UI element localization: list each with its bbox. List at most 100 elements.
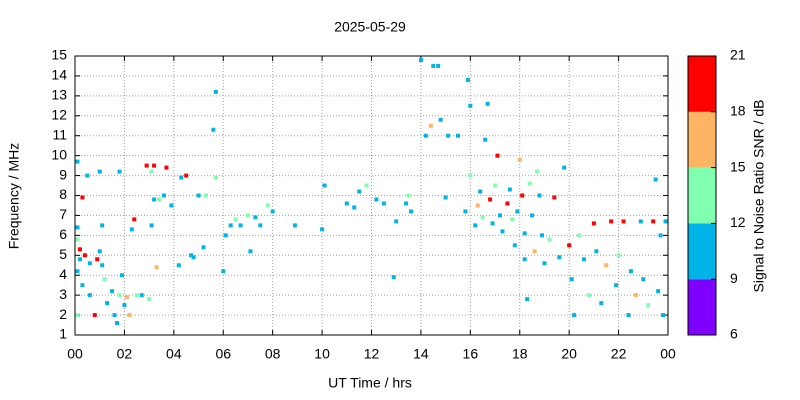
point — [572, 313, 577, 318]
point — [95, 257, 100, 262]
point — [270, 209, 275, 214]
point — [82, 253, 87, 258]
point — [443, 195, 448, 200]
point — [562, 165, 567, 170]
point — [221, 269, 226, 274]
point — [75, 237, 80, 242]
point — [478, 189, 483, 194]
point — [599, 301, 604, 306]
x-tick-label: 18 — [512, 346, 528, 362]
point — [537, 193, 542, 198]
point — [265, 203, 270, 208]
point — [532, 249, 537, 254]
point — [75, 159, 80, 164]
point — [646, 303, 651, 308]
point — [201, 245, 206, 250]
x-tick-label: 04 — [166, 346, 182, 362]
point — [139, 293, 144, 298]
point — [176, 263, 181, 268]
point — [446, 133, 451, 138]
y-tick-label: 4 — [59, 266, 67, 282]
point — [463, 209, 468, 214]
point — [552, 195, 557, 200]
point — [525, 297, 530, 302]
point — [391, 275, 396, 280]
x-tick-label: 14 — [413, 346, 429, 362]
point — [196, 193, 201, 198]
point — [626, 313, 631, 318]
point — [149, 223, 154, 228]
point — [149, 169, 154, 174]
point — [92, 313, 97, 318]
y-tick-label: 8 — [59, 186, 67, 202]
point — [161, 193, 166, 198]
point — [394, 219, 399, 224]
point — [203, 193, 208, 198]
point — [75, 269, 80, 274]
point — [586, 293, 591, 298]
point — [77, 257, 82, 262]
point — [527, 181, 532, 186]
point — [591, 221, 596, 226]
y-tick-label: 11 — [52, 126, 67, 142]
point — [604, 263, 609, 268]
point — [75, 313, 80, 318]
point — [154, 265, 159, 270]
point — [124, 295, 129, 300]
point — [547, 237, 552, 242]
point — [515, 209, 520, 214]
colorbar-label: Signal to Noise Ratio SNR / dB — [751, 100, 767, 293]
point — [409, 209, 414, 214]
point — [638, 219, 643, 224]
point — [117, 169, 122, 174]
point — [75, 225, 80, 230]
point — [115, 321, 120, 326]
colorbar-tick-label: 9 — [730, 270, 738, 286]
point — [248, 249, 253, 254]
point — [320, 227, 325, 232]
point — [381, 201, 386, 206]
x-axis-label: UT Time / hrs — [328, 375, 412, 391]
colorbar-band — [688, 111, 716, 168]
x-tick-label: 20 — [561, 346, 577, 362]
point — [522, 257, 527, 262]
point — [110, 289, 115, 294]
colorbar-band — [688, 167, 716, 224]
colorbar-band — [688, 279, 716, 335]
y-tick-label: 15 — [51, 47, 67, 63]
point — [468, 103, 473, 108]
colorbar-band — [688, 223, 716, 280]
point — [530, 213, 535, 218]
point — [100, 223, 105, 228]
colorbar-tick-label: 12 — [730, 214, 746, 230]
point — [507, 187, 512, 192]
point — [480, 215, 485, 220]
point — [475, 203, 480, 208]
y-tick-label: 7 — [59, 206, 67, 222]
point — [97, 249, 102, 254]
point — [352, 205, 357, 210]
colorbar-tick-label: 15 — [730, 158, 746, 174]
point — [100, 263, 105, 268]
point — [423, 133, 428, 138]
point — [483, 137, 488, 142]
point — [542, 261, 547, 266]
point — [535, 169, 540, 174]
colorbar-frame — [687, 55, 717, 336]
point — [428, 123, 433, 128]
point — [211, 127, 216, 132]
point — [614, 283, 619, 288]
point — [557, 255, 562, 260]
point — [112, 313, 117, 318]
y-axis-label: Frequency / MHz — [6, 143, 22, 250]
point — [147, 297, 152, 302]
point — [609, 219, 614, 224]
point — [105, 301, 110, 306]
point — [228, 223, 233, 228]
point — [512, 243, 517, 248]
x-tick-label: 00 — [67, 346, 83, 362]
point — [656, 289, 661, 294]
point — [577, 233, 582, 238]
point — [129, 227, 134, 232]
point — [406, 193, 411, 198]
